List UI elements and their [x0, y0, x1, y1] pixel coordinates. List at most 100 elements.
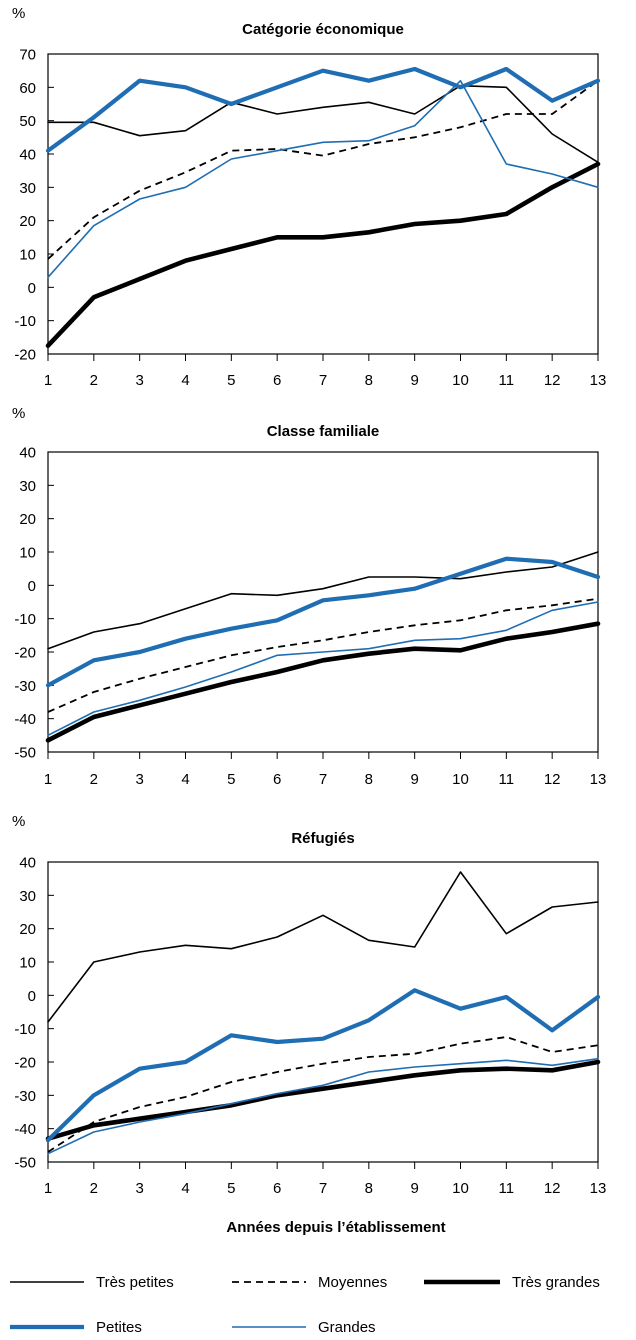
y-tick-label: 70 — [19, 47, 36, 64]
x-tick-label: 12 — [544, 771, 561, 788]
y-tick-label: -20 — [14, 645, 36, 662]
x-tick-label: 6 — [273, 372, 281, 389]
series-line-tres-petites — [47, 84, 599, 164]
x-tick-label: 11 — [499, 372, 515, 389]
y-tick-label: -10 — [14, 611, 36, 628]
legend-label-grandes: Grandes — [318, 1319, 376, 1336]
legend-label-moyennes: Moyennes — [318, 1274, 387, 1291]
x-tick-label: 2 — [90, 771, 98, 788]
y-tick-label: 20 — [19, 213, 36, 230]
chart-panel-2: % Classe familiale -50 -40 -30 -20 -10 0 10 20 30 4… — [12, 405, 606, 788]
series-line-petites — [45, 66, 601, 153]
y-tick-label: 0 — [28, 988, 36, 1005]
chart-title: Classe familiale — [267, 423, 380, 440]
x-tick-label: 8 — [365, 372, 373, 389]
y-tick-label: 0 — [28, 280, 36, 297]
x-tick-label: 9 — [410, 771, 418, 788]
y-tick-label: 20 — [19, 921, 36, 938]
plot-area — [47, 861, 599, 1163]
x-tick-label: 13 — [590, 771, 607, 788]
y-tick-label: -30 — [14, 678, 36, 695]
x-tick-label: 4 — [181, 1180, 189, 1197]
x-tick-label: 4 — [181, 771, 189, 788]
series-line-grandes — [47, 1057, 599, 1155]
x-tick-label: 8 — [365, 771, 373, 788]
x-tick-label: 8 — [365, 1180, 373, 1197]
series-line-grandes — [47, 79, 599, 279]
x-tick-label: 11 — [499, 771, 515, 788]
series-line-moyennes — [47, 1036, 599, 1153]
y-tick-label: -20 — [14, 347, 36, 364]
x-tick-label: 12 — [544, 1180, 561, 1197]
legend-label-tres-grandes: Très grandes — [512, 1274, 600, 1291]
y-tick-label: -20 — [14, 1055, 36, 1072]
x-tick-label: 10 — [452, 771, 469, 788]
x-tick-label: 1 — [44, 372, 52, 389]
x-tick-label: 2 — [90, 372, 98, 389]
series-line-tres-petites — [47, 551, 599, 650]
y-tick-label: 30 — [19, 478, 36, 495]
x-tick-label: 5 — [227, 1180, 235, 1197]
y-tick-label: -50 — [14, 1155, 36, 1172]
x-tick-label: 7 — [319, 1180, 327, 1197]
x-tick-label: 13 — [590, 1180, 607, 1197]
y-tick-label: 30 — [19, 888, 36, 905]
x-tick-label: 7 — [319, 771, 327, 788]
x-tick-label: 2 — [90, 1180, 98, 1197]
chart-title: Catégorie économique — [242, 21, 404, 38]
x-tick-label: 9 — [410, 372, 418, 389]
y-tick-label: -30 — [14, 1088, 36, 1105]
series-line-tres-grandes — [45, 161, 601, 349]
x-tick-label: 12 — [544, 372, 561, 389]
x-tick-label: 3 — [135, 372, 143, 389]
y-tick-label: 20 — [19, 511, 36, 528]
x-tick-label: 1 — [44, 1180, 52, 1197]
y-tick-label: 60 — [19, 80, 36, 97]
y-tick-label: -40 — [14, 711, 36, 728]
chart-panel-1: % Catégorie économique -20 -10 0 10 20 30 40 50 60… — [12, 5, 606, 389]
y-unit-label: % — [12, 813, 25, 830]
y-tick-label: 10 — [19, 247, 36, 264]
x-tick-label: 6 — [273, 771, 281, 788]
x-tick-label: 5 — [227, 771, 235, 788]
x-tick-label: 10 — [452, 1180, 469, 1197]
y-tick-label: 10 — [19, 955, 36, 972]
y-tick-label: 10 — [19, 545, 36, 562]
series-line-moyennes — [47, 597, 599, 713]
y-tick-label: 50 — [19, 113, 36, 130]
series-line-grandes — [47, 601, 599, 737]
x-tick-label: 5 — [227, 372, 235, 389]
y-unit-label: % — [12, 5, 25, 22]
y-tick-label: 0 — [28, 578, 36, 595]
x-tick-label: 7 — [319, 372, 327, 389]
x-tick-label: 13 — [590, 372, 607, 389]
x-tick-label: 10 — [452, 372, 469, 389]
series-line-petites — [45, 988, 601, 1143]
y-tick-label: -10 — [14, 1021, 36, 1038]
y-tick-label: -40 — [14, 1121, 36, 1138]
x-tick-label: 1 — [44, 771, 52, 788]
chart-title: Réfugiés — [291, 830, 354, 847]
series-line-tres-grandes — [45, 1059, 601, 1141]
y-tick-label: 30 — [19, 180, 36, 197]
y-tick-label: -50 — [14, 745, 36, 762]
x-axis-title: Années depuis l’établissement — [226, 1219, 445, 1236]
x-tick-label: 11 — [499, 1180, 515, 1197]
series-line-tres-grandes — [45, 621, 601, 743]
y-tick-label: -10 — [14, 313, 36, 330]
y-tick-label: 40 — [19, 855, 36, 872]
x-tick-label: 4 — [181, 372, 189, 389]
x-tick-label: 6 — [273, 1180, 281, 1197]
series-line-tres-petites — [47, 871, 599, 1023]
x-tick-label: 3 — [135, 1180, 143, 1197]
x-tick-label: 9 — [410, 1180, 418, 1197]
legend: Très petites Moyennes Très grandes Petites G… — [10, 1274, 600, 1336]
series-line-petites — [45, 556, 601, 688]
x-tick-label: 3 — [135, 771, 143, 788]
series-line-moyennes — [47, 79, 599, 260]
legend-label-petites: Petites — [96, 1319, 142, 1336]
legend-label-tres-petites: Très petites — [96, 1274, 174, 1291]
